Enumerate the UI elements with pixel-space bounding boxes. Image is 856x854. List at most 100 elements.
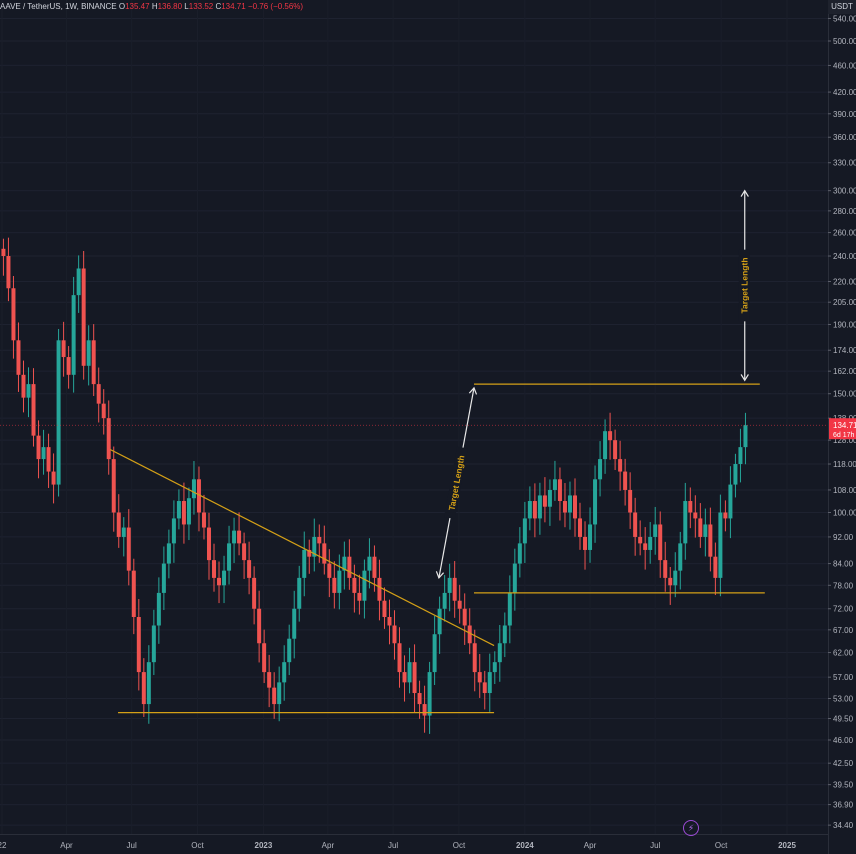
price-tick-label: 34.40 xyxy=(833,821,854,830)
candle-body xyxy=(191,479,196,499)
price-tick-label: 500.00 xyxy=(833,37,856,46)
candle xyxy=(186,487,191,541)
candle xyxy=(86,325,91,386)
price-tick-label: 280.00 xyxy=(833,207,856,216)
candle xyxy=(683,482,688,560)
lightning-icon[interactable]: ⚡ xyxy=(683,820,699,836)
candle xyxy=(623,458,628,506)
candle xyxy=(191,461,196,515)
pattern-annotations: Target Length Target Length xyxy=(109,189,765,714)
change-value: −0.76 (−0.56%) xyxy=(247,2,304,11)
candle xyxy=(663,541,668,592)
candle-body xyxy=(437,608,442,635)
candle-body xyxy=(497,643,502,663)
low-label: L xyxy=(184,2,189,11)
time-tick-label: Apr xyxy=(60,841,73,850)
candle xyxy=(126,509,131,586)
candle xyxy=(116,494,121,548)
candle xyxy=(227,525,232,585)
candle-body xyxy=(477,672,482,683)
price-tick-label: 84.00 xyxy=(833,560,854,569)
price-tick-label: 390.00 xyxy=(833,110,856,119)
candle-body xyxy=(242,543,247,561)
candle-body xyxy=(71,295,76,375)
price-tick-label: 118.00 xyxy=(833,460,856,469)
candle xyxy=(452,561,457,618)
candle xyxy=(588,507,593,563)
candle xyxy=(653,506,658,555)
candle-body xyxy=(527,501,532,519)
candle xyxy=(733,453,738,498)
close-label: C xyxy=(215,2,222,11)
candle xyxy=(537,482,542,535)
label-text: Target Length xyxy=(446,454,466,511)
candle xyxy=(297,565,302,622)
candle-body xyxy=(322,543,327,564)
candle-body xyxy=(648,536,653,550)
candle xyxy=(282,645,287,701)
candle xyxy=(11,276,16,359)
candle xyxy=(131,558,136,635)
price-tick-label: 240.00 xyxy=(833,252,856,261)
candle xyxy=(427,661,432,734)
candle-body xyxy=(307,549,312,557)
candle-body xyxy=(502,625,507,644)
candle xyxy=(21,360,26,413)
candle xyxy=(357,574,362,615)
currency-label[interactable]: USDT xyxy=(828,0,856,14)
candle xyxy=(367,538,372,589)
candle-body xyxy=(201,512,206,528)
candle-body xyxy=(567,495,572,513)
candle-body xyxy=(267,672,272,688)
price-tick-label: 150.00 xyxy=(833,390,856,399)
candle-body xyxy=(111,459,116,513)
time-axis[interactable]: 22 Apr Jul Oct 2023 Apr Jul Oct 2024 Apr Jul Oct 202… xyxy=(0,834,828,851)
candle xyxy=(196,466,201,532)
candle xyxy=(252,566,257,625)
candle-body xyxy=(392,625,397,644)
candle-body xyxy=(447,577,452,593)
candle xyxy=(36,420,41,479)
candle-body xyxy=(352,577,357,593)
candle-body xyxy=(186,498,191,525)
candle xyxy=(512,548,517,611)
candle-body xyxy=(643,543,648,550)
price-tick-label: 128.00 xyxy=(833,436,856,445)
candle-body xyxy=(232,530,237,544)
candle-body xyxy=(16,340,21,375)
candle-body xyxy=(151,625,156,663)
candle xyxy=(101,389,106,435)
price-tick-label: 108.00 xyxy=(833,486,856,495)
candle-body xyxy=(547,489,552,507)
candle xyxy=(643,527,648,570)
candle-body xyxy=(327,563,332,578)
time-tick-label: Oct xyxy=(715,841,728,850)
candle-body xyxy=(41,447,46,460)
candle xyxy=(507,575,512,644)
candle xyxy=(382,587,387,629)
candle-body xyxy=(382,600,387,617)
candle xyxy=(432,615,437,685)
candle xyxy=(141,658,146,717)
last-price-marker: 134.71 6d 17h xyxy=(0,418,856,440)
countdown-value: 6d 17h xyxy=(833,432,855,439)
candle xyxy=(201,494,206,540)
arrow-head xyxy=(740,374,749,382)
candle-body xyxy=(678,543,683,571)
price-tick-label: 460.00 xyxy=(833,61,856,70)
open-value: 135.47 xyxy=(125,2,150,11)
candle xyxy=(532,483,537,538)
candle xyxy=(658,511,663,578)
symbol-title[interactable]: AAVE / TetherUS, 1W, BINANCE xyxy=(0,2,117,11)
candle xyxy=(362,559,367,619)
candle-body xyxy=(688,501,693,513)
candle xyxy=(61,321,66,377)
candle xyxy=(442,575,447,622)
candle-body xyxy=(76,268,81,296)
candle xyxy=(136,599,141,691)
candle-body xyxy=(487,672,492,694)
candle-body xyxy=(337,570,342,593)
candle xyxy=(517,527,522,578)
candle-body xyxy=(728,484,733,519)
